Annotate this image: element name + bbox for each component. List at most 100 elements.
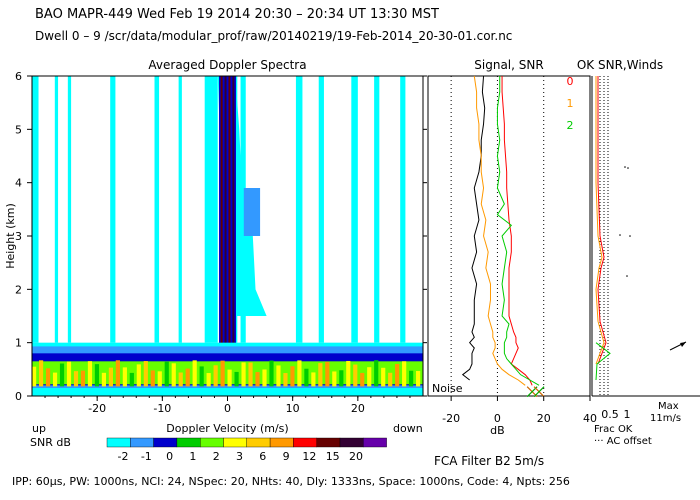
low-band-column	[416, 371, 421, 387]
winds-x-tick-label: 0.5	[601, 408, 619, 421]
winds-legend-0: 0	[567, 75, 574, 88]
dc-stripe	[220, 76, 223, 396]
low-band-column	[388, 372, 393, 387]
low-band-column	[115, 360, 120, 387]
max-label: Max	[658, 401, 679, 412]
clutter-streak	[204, 76, 218, 343]
low-band-column	[318, 363, 323, 387]
low-band-column	[276, 365, 281, 387]
low-band-column	[94, 364, 100, 387]
low-band-column	[199, 366, 204, 387]
snr-legend-swatch	[199, 437, 224, 448]
low-band-column	[367, 367, 372, 387]
low-band-column	[80, 370, 86, 387]
low-band-column	[311, 372, 316, 387]
wind-dot	[626, 275, 628, 277]
clutter-streak	[110, 76, 116, 343]
snr-legend-swatch	[246, 437, 271, 448]
low-band-column	[129, 372, 134, 387]
low-band-column	[227, 369, 232, 387]
snr-legend-label: 1	[189, 450, 196, 463]
low-band-column	[234, 371, 239, 387]
low-band-column	[87, 361, 93, 387]
y-tick-label: 0	[15, 390, 22, 403]
signal-core	[243, 188, 261, 236]
snr-legend-label: -1	[141, 450, 152, 463]
low-band-column	[402, 361, 407, 387]
low-band-column	[192, 360, 197, 387]
snr-legend-swatch	[153, 437, 178, 448]
snr-legend-swatch	[130, 437, 154, 448]
down-label: down	[393, 422, 423, 435]
snr-legend-label: 6	[259, 450, 266, 463]
low-band-column	[283, 373, 288, 387]
y-tick-label: 6	[15, 70, 22, 83]
low-band-column	[213, 365, 218, 387]
low-band-column	[52, 372, 58, 387]
header-line-1: BAO MAPR-449 Wed Feb 19 2014 20:30 – 20:…	[35, 7, 439, 22]
low-band-column	[409, 370, 414, 387]
snr-legend-title: SNR dB	[30, 436, 71, 449]
snr-legend-swatch	[316, 437, 341, 448]
y-tick-label: 3	[15, 230, 22, 243]
snr-legend-label: 0	[166, 450, 173, 463]
max-speed-label: 11m/s	[650, 413, 681, 424]
clutter-streak	[67, 76, 72, 343]
low-band-column	[332, 371, 337, 387]
snr-legend-swatch	[363, 437, 387, 448]
clutter-streak	[351, 76, 358, 343]
snr-legend-swatch	[223, 437, 247, 448]
low-band-column	[45, 368, 51, 387]
low-band-column	[220, 360, 225, 387]
spectra-x-label: Doppler Velocity (m/s)	[166, 422, 288, 435]
low-band-column	[269, 360, 274, 387]
clutter-streak	[54, 76, 59, 343]
low-band-column	[59, 363, 65, 387]
spectra-title: Averaged Doppler Spectra	[148, 58, 306, 72]
snr-legend-label: 12	[302, 450, 316, 463]
snr-legend-label: 2	[213, 450, 220, 463]
signal-line-2	[496, 76, 540, 386]
signal-line-0	[501, 76, 533, 386]
signal-line-signal	[461, 75, 486, 381]
low-band-column	[122, 367, 127, 387]
snr-legend-label: 3	[236, 450, 243, 463]
x-tick-label: -10	[153, 402, 171, 415]
low-band-column	[262, 369, 267, 387]
wind-dot	[627, 167, 629, 169]
ac-offset-label: ··· AC offset	[594, 436, 652, 447]
y-tick-label: 1	[15, 337, 22, 350]
noise-marker	[533, 386, 545, 398]
dc-stripe	[232, 76, 235, 396]
clutter-streak	[374, 76, 380, 343]
low-band-column	[171, 363, 176, 387]
x-tick-label: 20	[351, 402, 365, 415]
clutter-streak	[154, 76, 160, 343]
signal-frame	[427, 75, 591, 397]
low-band-column	[395, 363, 400, 387]
up-label: up	[32, 422, 46, 435]
low-band-column	[101, 372, 107, 387]
x-tick-label: -20	[88, 402, 106, 415]
low-band-column	[164, 361, 169, 387]
low-band-column	[178, 372, 183, 387]
dc-band	[219, 76, 236, 396]
low-band-column	[339, 370, 344, 387]
y-tick-label: 4	[15, 177, 22, 190]
snr-legend-label: -2	[118, 450, 129, 463]
low-band-column	[353, 364, 358, 387]
low-band-column	[38, 360, 44, 387]
winds-x-tick-label: 1	[624, 408, 631, 421]
x-tick-label: 0	[224, 402, 231, 415]
y-tick-label: 5	[15, 123, 22, 136]
snr-legend-swatch	[293, 437, 317, 448]
low-band-column	[185, 368, 190, 387]
snr-legend-label: 15	[326, 450, 340, 463]
winds-frac-1	[595, 76, 605, 365]
low-band-column	[157, 371, 162, 387]
snr-legend-swatch	[269, 437, 294, 448]
snr-legend-label: 20	[349, 450, 363, 463]
low-band-column	[360, 372, 365, 387]
wind-dot	[629, 235, 631, 237]
